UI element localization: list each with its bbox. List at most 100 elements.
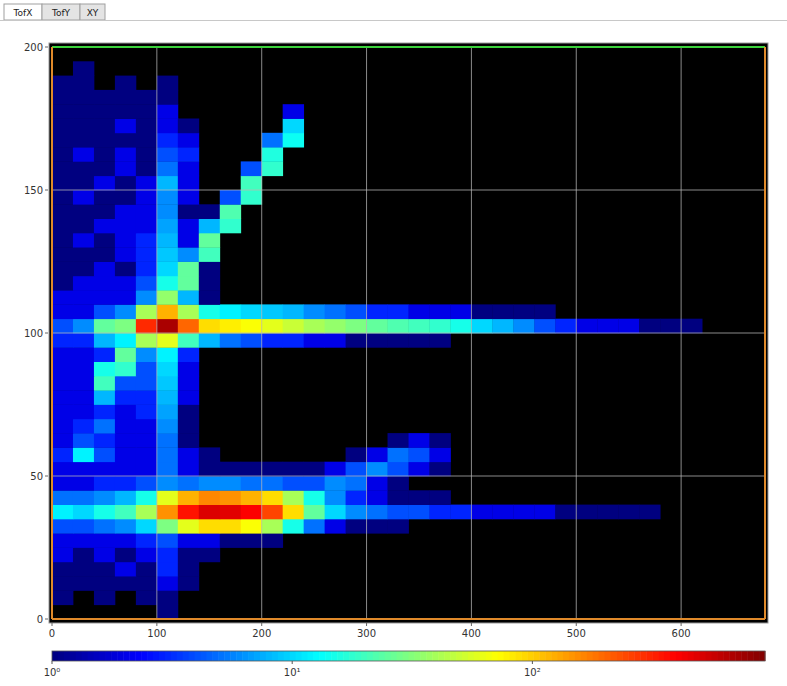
cell: [94, 590, 115, 605]
cell: [73, 90, 94, 105]
colorbar-segment: [450, 651, 456, 661]
cell: [534, 319, 555, 334]
tab-label[interactable]: TofX: [13, 8, 33, 18]
tab-rule: [0, 20, 787, 21]
colorbar-segment: [230, 651, 236, 661]
tab[interactable]: [42, 4, 80, 20]
cell: [178, 447, 199, 462]
cell: [304, 333, 325, 348]
tab-label[interactable]: TofY: [51, 8, 71, 18]
cell: [73, 61, 94, 76]
tick-mark: [45, 619, 48, 620]
tab-label[interactable]: XY: [87, 8, 99, 18]
cell: [157, 190, 178, 205]
colorbar-segment: [272, 651, 278, 661]
cell: [157, 476, 178, 491]
cell: [429, 319, 450, 334]
cell: [157, 419, 178, 434]
cell: [94, 147, 115, 162]
cell: [178, 462, 199, 477]
cell: [262, 476, 283, 491]
x-tick-label: 400: [462, 628, 481, 639]
tab[interactable]: [80, 4, 105, 20]
cell: [199, 276, 220, 291]
tick-mark: [45, 190, 48, 191]
cell: [94, 90, 115, 105]
colorbar-segment: [266, 651, 272, 661]
cell: [178, 548, 199, 563]
cell: [199, 505, 220, 520]
colorbar-segment: [735, 651, 741, 661]
cell: [199, 447, 220, 462]
colorbar-segment: [753, 651, 759, 661]
cell: [73, 447, 94, 462]
cell: [94, 419, 115, 434]
colorbar-segment: [492, 651, 498, 661]
cell: [115, 447, 136, 462]
cell: [220, 333, 241, 348]
cell: [241, 161, 262, 176]
cell: [346, 304, 367, 319]
cell: [492, 505, 513, 520]
cell: [52, 590, 73, 605]
cell: [178, 405, 199, 420]
cell: [178, 233, 199, 248]
cell: [325, 319, 346, 334]
cell: [471, 304, 492, 319]
colorbar-segment: [367, 651, 373, 661]
cell: [388, 519, 409, 534]
cell: [94, 347, 115, 362]
cell: [52, 490, 73, 505]
cell: [178, 133, 199, 148]
cell: [136, 204, 157, 219]
colorbar-segment: [652, 651, 658, 661]
cell: [157, 233, 178, 248]
cell: [555, 319, 576, 334]
cell: [136, 147, 157, 162]
colorbar-segment: [658, 651, 664, 661]
cell: [73, 362, 94, 377]
colorbar-segment: [504, 651, 510, 661]
cell: [136, 576, 157, 591]
colorbar-segment: [682, 651, 688, 661]
cell: [283, 519, 304, 534]
colorbar-segment: [105, 651, 111, 661]
cell: [52, 290, 73, 305]
colorbar-segment: [646, 651, 652, 661]
cell: [157, 90, 178, 105]
cell: [157, 133, 178, 148]
colorbar-segment: [688, 651, 694, 661]
colorbar-tick-label: 10²: [524, 667, 541, 678]
cell: [115, 405, 136, 420]
cell: [409, 333, 430, 348]
cell: [157, 405, 178, 420]
colorbar-segment: [171, 651, 177, 661]
y-tick-label: 150: [24, 185, 43, 196]
cell: [262, 304, 283, 319]
cells: [52, 61, 702, 619]
cell: [178, 119, 199, 134]
cell: [325, 333, 346, 348]
cell: [241, 190, 262, 205]
tab[interactable]: [4, 4, 42, 20]
cell: [52, 362, 73, 377]
cell: [346, 490, 367, 505]
cell: [52, 476, 73, 491]
cell: [52, 447, 73, 462]
cell: [429, 333, 450, 348]
colorbar-segment: [581, 651, 587, 661]
colorbar-segment: [700, 651, 706, 661]
cell: [388, 490, 409, 505]
colorbar-segment: [694, 651, 700, 661]
cell: [136, 362, 157, 377]
cell: [283, 119, 304, 134]
cell: [94, 304, 115, 319]
colorbar-segment: [414, 651, 420, 661]
cell: [157, 490, 178, 505]
cell: [178, 562, 199, 577]
cell: [178, 505, 199, 520]
cell: [73, 490, 94, 505]
colorbar-segment: [147, 651, 153, 661]
cell: [367, 319, 388, 334]
cell: [115, 176, 136, 191]
